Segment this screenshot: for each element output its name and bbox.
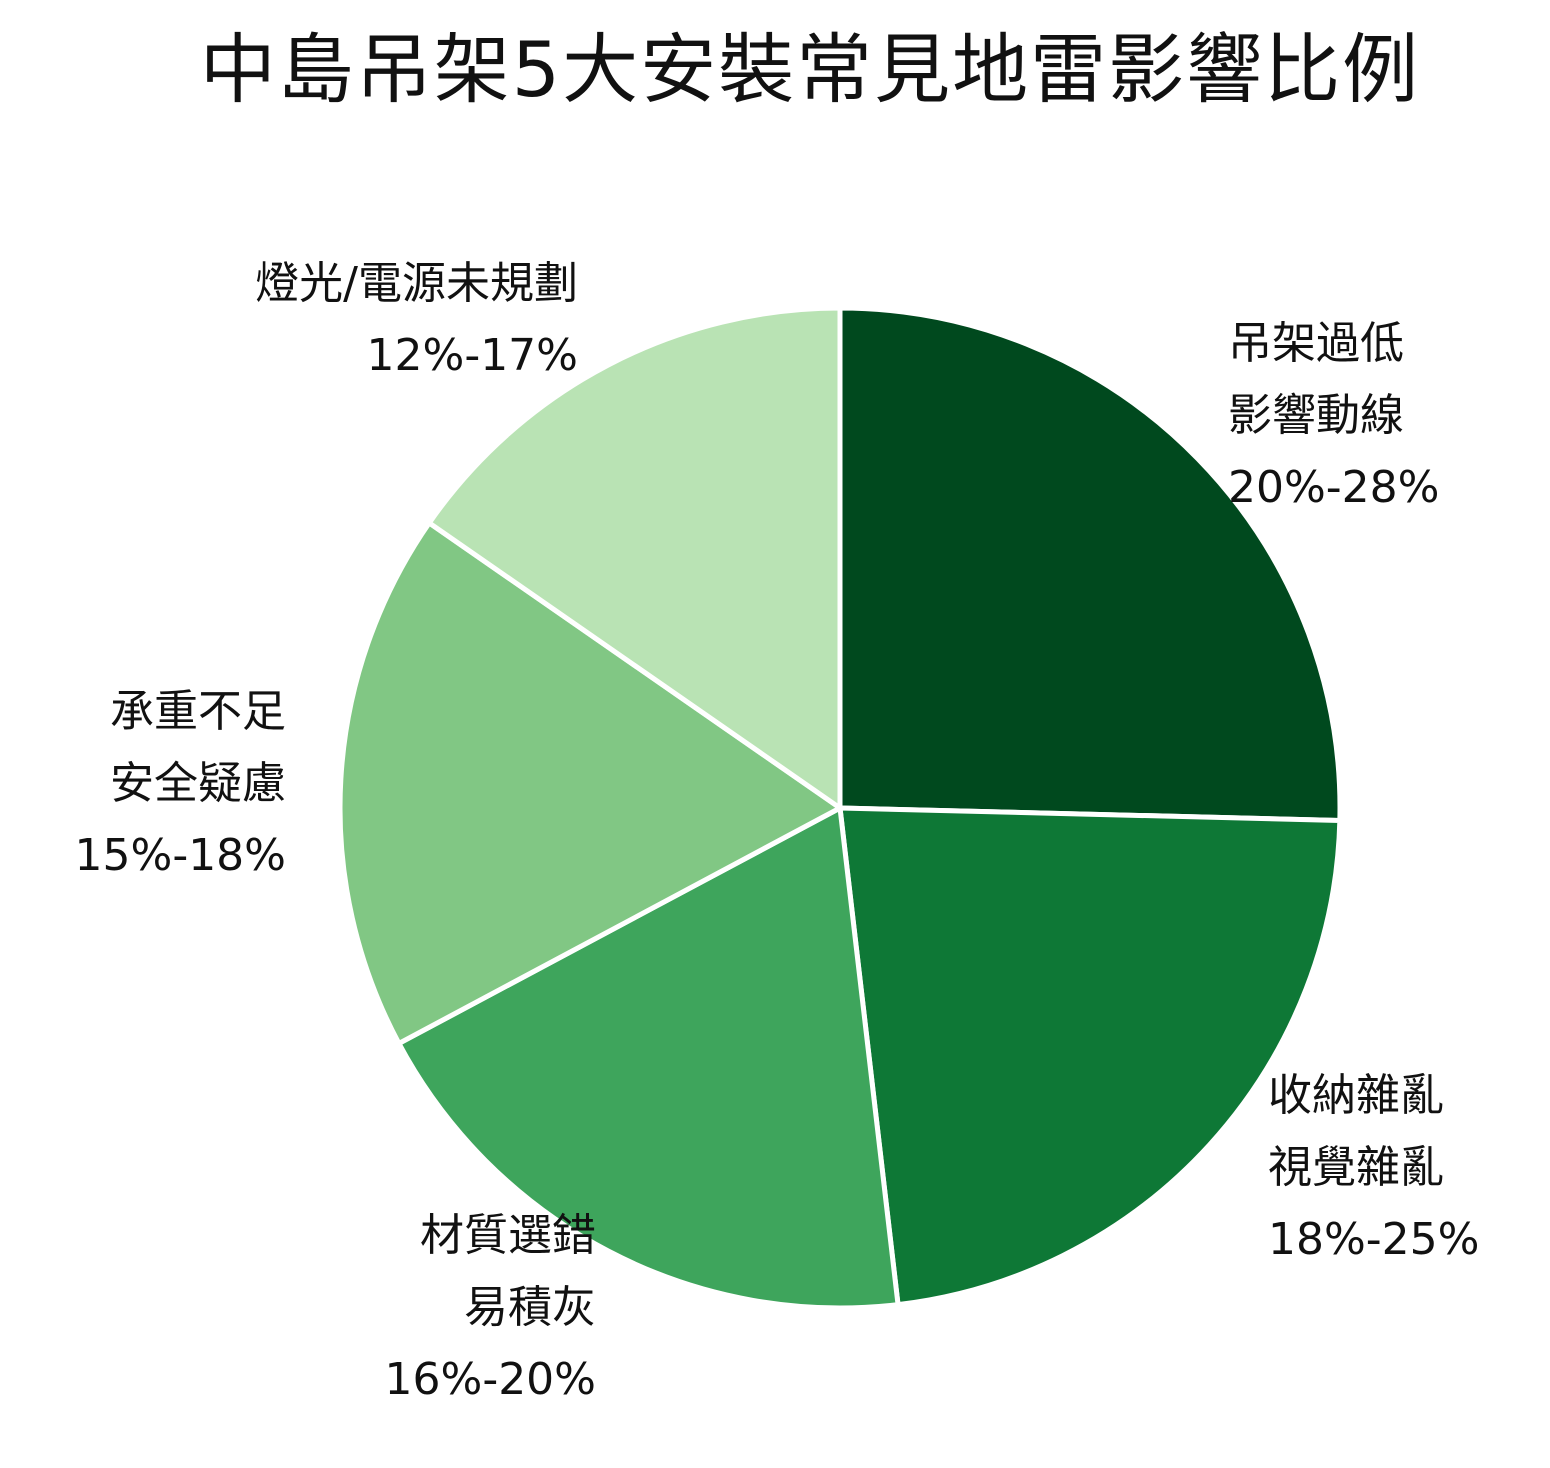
slice-label-5: 燈光/電源未規劃 12%-17% (255, 258, 578, 381)
pie-slice-2 (837, 805, 1343, 1308)
slice-name-line: 燈光/電源未規劃 (255, 258, 578, 309)
pie-slice-4 (337, 520, 843, 1046)
pie-slice-1 (837, 305, 1343, 823)
chart-title: 中島吊架5大安裝常見地雷影響比例 (199, 25, 1421, 114)
pie-slice-3 (396, 805, 901, 1311)
slice-range-label: 12%-17% (367, 330, 578, 381)
slice-name-line: 影響動線 (1228, 390, 1404, 441)
slice-name-line: 安全疑慮 (110, 758, 286, 809)
slice-label-4: 承重不足安全疑慮 15%-18% (75, 686, 286, 881)
slice-name-line: 視覺雜亂 (1268, 1142, 1444, 1193)
slice-range-label: 20%-28% (1228, 462, 1439, 513)
pie-labels: 吊架過低影響動線 20%-28% 收納雜亂視覺雜亂 18%-25% 材質選錯易積灰 16%… (75, 258, 1480, 1405)
slice-range-label: 16%-20% (385, 1354, 596, 1405)
slice-name-line: 易積灰 (464, 1282, 596, 1333)
slice-name-line: 收納雜亂 (1268, 1070, 1444, 1121)
pie-slices (337, 305, 1343, 1311)
slice-name-line: 材質選錯 (420, 1210, 596, 1261)
slice-range-label: 15%-18% (75, 830, 286, 881)
slice-label-2: 收納雜亂視覺雜亂 18%-25% (1268, 1070, 1479, 1265)
slice-name-line: 吊架過低 (1228, 318, 1404, 369)
slice-label-1: 吊架過低影響動線 20%-28% (1228, 318, 1439, 513)
slice-label-3: 材質選錯易積灰 16%-20% (385, 1210, 596, 1405)
slice-range-label: 18%-25% (1268, 1214, 1479, 1265)
slice-name-line: 承重不足 (110, 686, 286, 737)
pie-slice-5 (426, 305, 843, 811)
